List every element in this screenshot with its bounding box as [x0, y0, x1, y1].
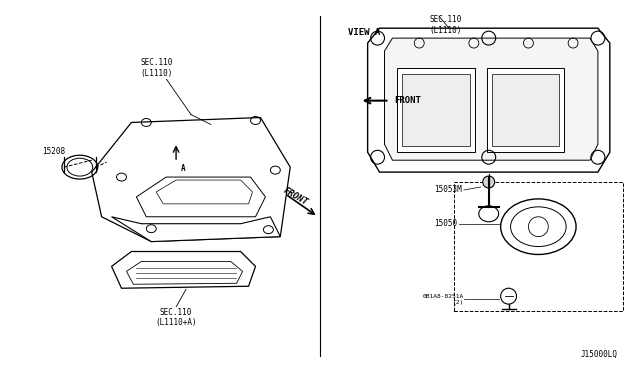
Polygon shape — [111, 217, 280, 241]
Polygon shape — [136, 177, 266, 217]
Text: 15050: 15050 — [434, 219, 457, 228]
Bar — [397, 68, 475, 152]
Text: VIEW A: VIEW A — [348, 28, 380, 37]
Polygon shape — [385, 38, 598, 160]
Text: FRONT: FRONT — [394, 96, 421, 105]
Text: FRONT: FRONT — [282, 186, 309, 208]
Text: SEC.110
(L1110): SEC.110 (L1110) — [429, 15, 461, 35]
Text: SEC.110
(L1110+A): SEC.110 (L1110+A) — [156, 308, 197, 327]
Bar — [487, 68, 564, 152]
Text: SEC.110
(L1110): SEC.110 (L1110) — [140, 58, 172, 78]
Text: J15000LQ: J15000LQ — [580, 350, 618, 359]
Polygon shape — [127, 262, 243, 284]
Text: 15053M: 15053M — [434, 186, 462, 195]
Ellipse shape — [483, 176, 495, 188]
Text: 0B1A8-8251A
(2): 0B1A8-8251A (2) — [422, 294, 464, 305]
Polygon shape — [111, 251, 255, 288]
Bar — [403, 74, 470, 146]
Polygon shape — [92, 118, 290, 241]
Text: A: A — [181, 164, 186, 173]
Bar — [492, 74, 559, 146]
Polygon shape — [367, 28, 610, 172]
Polygon shape — [156, 180, 253, 204]
Text: 15208: 15208 — [42, 147, 65, 156]
